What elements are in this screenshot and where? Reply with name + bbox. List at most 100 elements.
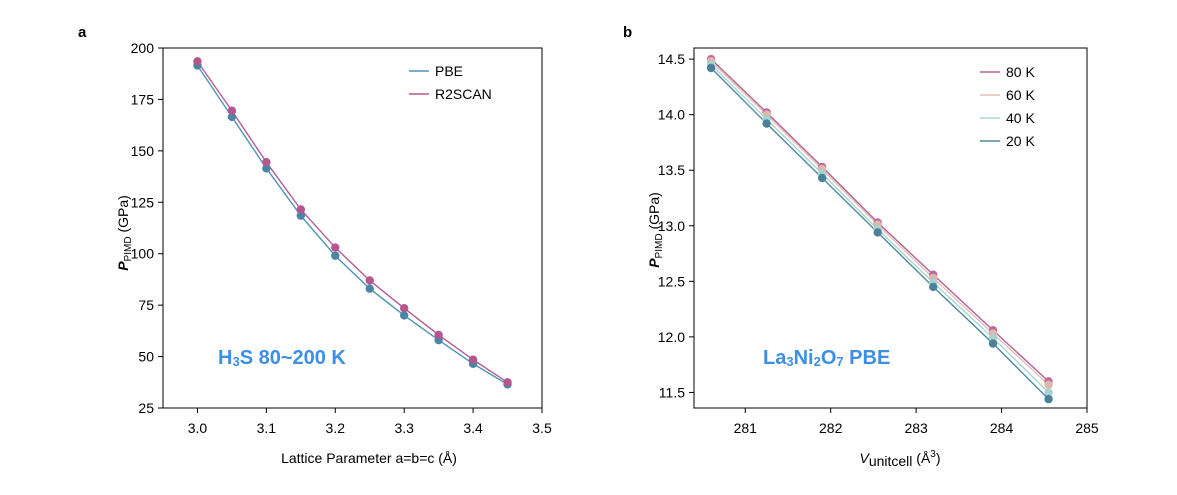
- panel-b-annotation-mid: Ni: [794, 347, 814, 369]
- panel-a-y-tick-label: 100: [131, 246, 155, 262]
- panel-a-x-tick-label: 3.0: [188, 420, 208, 436]
- data-point-60-k: [1044, 380, 1053, 389]
- panel-b-label: b: [623, 24, 632, 41]
- panel-a-chart: a 3.0 3.1 3.2 3.3 3.4 3.5 2550751001251501752…: [78, 24, 552, 466]
- panel-b-y-tick-label: 12.5: [658, 273, 685, 289]
- panel-b-y-tick-label: 14.5: [658, 51, 685, 67]
- panel-a-y-ticks: 25 50 75 100 125 150 175 200: [131, 40, 163, 416]
- panel-b-y-axis-label-sub: PIMD: [654, 233, 665, 258]
- panel-a-y-axis-label-sub: PIMD: [123, 236, 134, 261]
- panel-b-y-tick-label: 11.5: [659, 384, 685, 400]
- panel-b-annotation-sub3: 7: [836, 354, 843, 369]
- data-point-pbe: [227, 112, 237, 122]
- data-point-r2scan: [296, 205, 306, 214]
- panel-a-x-tick-label: 3.2: [326, 420, 346, 436]
- panel-b-x-axis-label-close: ): [936, 450, 941, 466]
- panel-b-y-axis-label: PPIMD (GPa): [646, 192, 665, 268]
- panel-b-x-tick-label: 284: [990, 420, 1014, 436]
- panel-a-y-tick-label: 150: [131, 143, 155, 159]
- panel-b-x-axis-label-sup: 3: [930, 449, 936, 460]
- panel-b-chart: b 281 282 283 284 285 11.5 12.0 12.5 13.0 13.5 14…: [623, 24, 1099, 469]
- data-point-r2scan: [262, 157, 271, 167]
- panel-b-annotation-mid2: O: [821, 347, 837, 369]
- panel-b-x-tick-label: 283: [904, 420, 928, 436]
- panel-b-y-axis-label-main: P: [646, 258, 662, 268]
- panel-b-y-tick-label: 14.0: [658, 107, 685, 123]
- panel-b-x-axis-label: Vunitcell (Å3): [859, 449, 940, 469]
- data-point-r2scan: [503, 378, 512, 387]
- panel-b-plot-area: [693, 47, 1088, 409]
- panel-b-y-tick-label: 13.0: [658, 218, 685, 234]
- panel-a-label: a: [78, 24, 87, 41]
- legend-label-r2scan: R2SCAN: [435, 86, 492, 102]
- data-point-pbe: [399, 311, 409, 320]
- panel-a-y-axis-label: PPIMD (GPa): [115, 195, 134, 271]
- data-point-20-k: [929, 282, 938, 292]
- legend-label-80-k: 80 K: [1006, 64, 1035, 80]
- legend-label-20-k: 20 K: [1006, 133, 1035, 149]
- data-point-pbe: [262, 164, 271, 173]
- panel-a-x-tick-label: 3.3: [394, 420, 414, 436]
- data-point-r2scan: [399, 304, 409, 313]
- data-point-20-k: [706, 63, 716, 73]
- panel-b-y-ticks: 11.5 12.0 12.5 13.0 13.5 14.0 14.5: [658, 51, 694, 400]
- panel-b-x-ticks: 281 282 283 284 285: [734, 408, 1099, 436]
- data-point-pbe: [296, 211, 306, 220]
- panel-b-x-tick-label: 281: [734, 420, 758, 436]
- panel-b-y-axis-label-unit: (GPa): [646, 192, 662, 233]
- panel-b-annotation-pre: La: [763, 347, 787, 369]
- panel-a-y-tick-label: 175: [131, 91, 155, 107]
- panel-a-x-tick-label: 3.5: [532, 420, 552, 436]
- panel-b-x-axis-label-sub: unitcell: [869, 453, 913, 469]
- panel-b-y-tick-label: 12.0: [658, 329, 685, 345]
- panel-a-annotation-post: S 80~200 K: [240, 347, 347, 369]
- panel-b-annotation-post: PBE: [844, 347, 891, 369]
- panel-b-annotation-sub: 3: [786, 354, 793, 369]
- panel-a-annotation-pre: H: [218, 347, 232, 369]
- panel-a-y-tick-label: 25: [138, 400, 154, 416]
- data-point-r2scan: [468, 355, 478, 364]
- data-point-40-k: [1044, 388, 1053, 397]
- data-point-r2scan: [193, 57, 202, 66]
- panel-b-x-axis-label-unit: (Å: [912, 450, 931, 466]
- data-point-r2scan: [227, 106, 237, 115]
- legend-label-60-k: 60 K: [1006, 87, 1035, 103]
- panel-a-y-tick-label: 75: [138, 297, 154, 313]
- panel-b-x-axis-label-main: V: [859, 450, 870, 466]
- panel-a-y-axis-label-main: P: [115, 261, 131, 271]
- panel-a-y-tick-label: 125: [131, 194, 155, 210]
- legend-label-40-k: 40 K: [1006, 110, 1035, 126]
- data-point-r2scan: [434, 330, 443, 340]
- data-point-20-k: [873, 228, 882, 237]
- data-point-20-k: [1044, 394, 1053, 404]
- panel-b-annotation: La3Ni2O7 PBE: [763, 347, 890, 369]
- panel-a-y-tick-label: 200: [131, 40, 155, 56]
- panel-a-axes-frame: [162, 47, 543, 409]
- panel-b-axes-frame: [693, 47, 1088, 409]
- panel-a-x-tick-label: 3.1: [257, 420, 277, 436]
- panel-a-annotation-sub: 3: [232, 354, 239, 369]
- panel-a-legend: PBE R2SCAN: [409, 63, 492, 102]
- legend-label-pbe: PBE: [435, 63, 463, 79]
- panel-a-x-tick-label: 3.4: [463, 420, 483, 436]
- data-point-20-k: [817, 173, 827, 183]
- data-point-pbe: [331, 251, 340, 260]
- data-point-r2scan: [331, 243, 340, 252]
- panel-a-annotation: H3S 80~200 K: [218, 347, 346, 369]
- panel-b-legend: 80 K 60 K 40 K 20 K: [980, 64, 1035, 149]
- series-line-r2scan: [196, 60, 508, 383]
- panel-a-x-ticks: 3.0 3.1 3.2 3.3 3.4 3.5: [188, 408, 552, 436]
- panel-b-annotation-sub2: 2: [814, 354, 821, 369]
- panel-a-x-axis-label: Lattice Parameter a=b=c (Å): [281, 450, 457, 466]
- panel-b-x-tick-label: 282: [819, 420, 843, 436]
- panel-a-y-axis-label-unit: (GPa): [115, 195, 131, 236]
- data-point-r2scan: [365, 276, 374, 285]
- series-line-pbe: [196, 65, 508, 385]
- data-point-20-k: [988, 339, 998, 348]
- data-point-pbe: [365, 284, 374, 293]
- panel-b-x-tick-label: 285: [1075, 420, 1099, 436]
- data-point-20-k: [762, 119, 771, 128]
- panel-a-y-tick-label: 50: [138, 349, 154, 365]
- panel-a-plot-area: [162, 47, 543, 409]
